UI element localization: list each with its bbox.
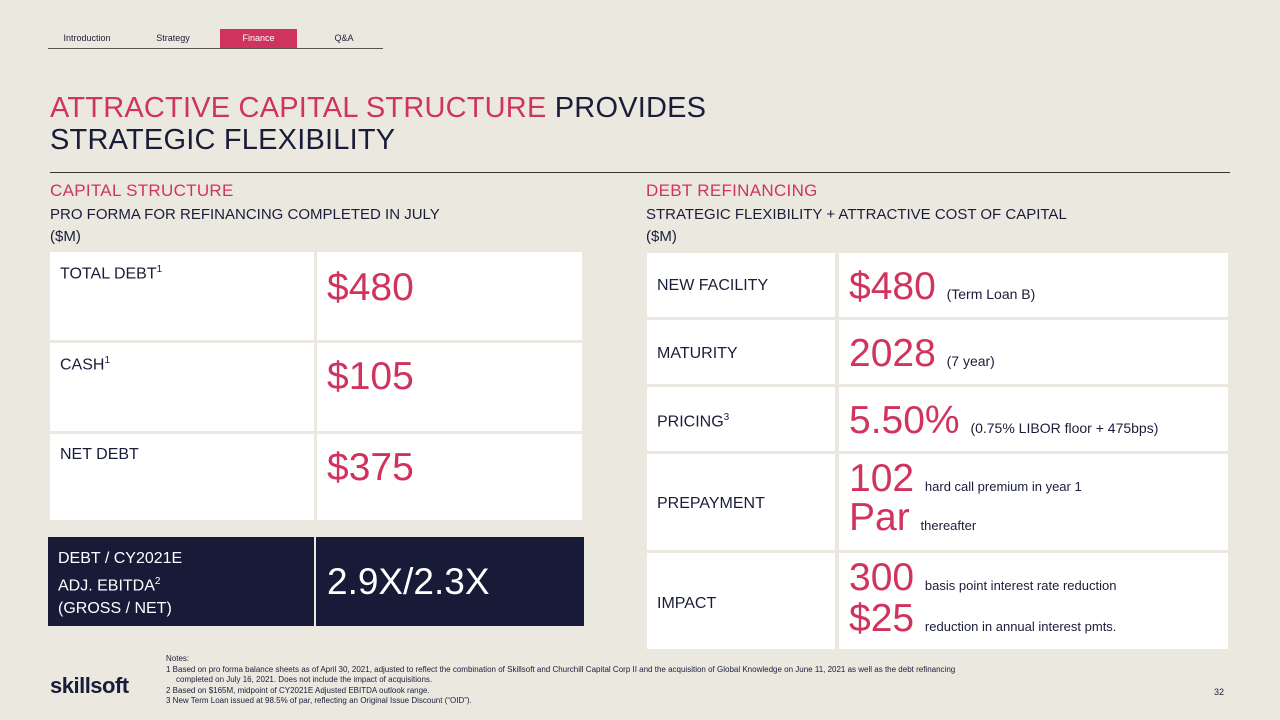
cash-value: $105 xyxy=(327,355,414,398)
tab-qa[interactable]: Q&A xyxy=(334,33,354,43)
new-facility-label: NEW FACILITY xyxy=(657,277,769,294)
impact-value-cell: 300 basis point interest rate reduction … xyxy=(839,553,1228,649)
net-debt-value-cell: $375 xyxy=(317,434,582,520)
nav-underline xyxy=(48,48,383,49)
cash-value-cell: $105 xyxy=(317,343,582,431)
pricing-label-cell: PRICING3 xyxy=(647,387,835,451)
total-debt-label-cell: TOTAL DEBT1 xyxy=(50,252,314,340)
debt-refinancing-subheading: STRATEGIC FLEXIBILITY + ATTRACTIVE COST … xyxy=(646,206,1067,245)
new-facility-value-cell: $480 (Term Loan B) xyxy=(839,253,1228,317)
page-number: 32 xyxy=(1214,687,1225,697)
leverage-ratio-value: 2.9X/2.3X xyxy=(327,561,490,602)
leverage-ratio-label: DEBT / CY2021E ADJ. EBITDA2 (GROSS / NET… xyxy=(58,550,183,618)
tab-finance[interactable]: Finance xyxy=(220,29,297,48)
tab-strategy[interactable]: Strategy xyxy=(156,33,190,43)
title-accent: ATTRACTIVE CAPITAL STRUCTURE xyxy=(50,92,547,124)
cash-label-cell: CASH1 xyxy=(50,343,314,431)
maturity-value: 2028 (7 year) xyxy=(849,332,995,375)
title-rest: PROVIDES xyxy=(546,92,707,124)
prepayment-value-cell: 102 hard call premium in year 1 Par ther… xyxy=(839,454,1228,550)
prepayment-value-1: 102 hard call premium in year 1 xyxy=(849,457,1082,500)
title-line2: STRATEGIC FLEXIBILITY xyxy=(50,124,396,156)
net-debt-label-cell: NET DEBT xyxy=(50,434,314,520)
impact-value-1: 300 basis point interest rate reduction xyxy=(849,556,1117,599)
total-debt-value-cell: $480 xyxy=(317,252,582,340)
debt-refinancing-heading: DEBT REFINANCING xyxy=(646,181,818,200)
maturity-label: MATURITY xyxy=(657,345,738,362)
capital-structure-subheading: PRO FORMA FOR REFINANCING COMPLETED IN J… xyxy=(50,206,440,245)
maturity-value-cell: 2028 (7 year) xyxy=(839,320,1228,384)
cash-label: CASH1 xyxy=(60,355,111,374)
pricing-value: 5.50% (0.75% LIBOR floor + 475bps) xyxy=(849,399,1159,442)
net-debt-label: NET DEBT xyxy=(60,446,139,463)
impact-label: IMPACT xyxy=(657,595,717,612)
prepayment-label-cell: PREPAYMENT xyxy=(647,454,835,550)
prepayment-value-2: Par thereafter xyxy=(849,496,977,539)
maturity-label-cell: MATURITY xyxy=(647,320,835,384)
new-facility-label-cell: NEW FACILITY xyxy=(647,253,835,317)
impact-value-2: $25 reduction in annual interest pmts. xyxy=(849,597,1117,640)
capital-structure-heading: CAPITAL STRUCTURE xyxy=(50,181,234,200)
skillsoft-logo: skillsoft xyxy=(50,673,129,698)
total-debt-label: TOTAL DEBT1 xyxy=(60,264,163,283)
prepayment-label: PREPAYMENT xyxy=(657,495,765,512)
total-debt-value: $480 xyxy=(327,266,414,309)
title-divider xyxy=(50,172,1230,173)
tab-introduction[interactable]: Introduction xyxy=(63,33,111,43)
pricing-value-cell: 5.50% (0.75% LIBOR floor + 475bps) xyxy=(839,387,1228,451)
section-nav: Introduction Strategy Finance Q&A xyxy=(48,29,383,49)
impact-label-cell: IMPACT xyxy=(647,553,835,649)
leverage-ratio-divider xyxy=(314,537,316,626)
footnotes: Notes: 1 Based on pro forma balance shee… xyxy=(166,654,956,705)
pricing-label: PRICING3 xyxy=(657,412,730,431)
leverage-ratio-box: DEBT / CY2021E ADJ. EBITDA2 (GROSS / NET… xyxy=(48,537,584,626)
net-debt-value: $375 xyxy=(327,446,414,489)
new-facility-value: $480 (Term Loan B) xyxy=(849,265,1036,308)
page-title: ATTRACTIVE CAPITAL STRUCTURE PROVIDES ST… xyxy=(50,92,706,156)
